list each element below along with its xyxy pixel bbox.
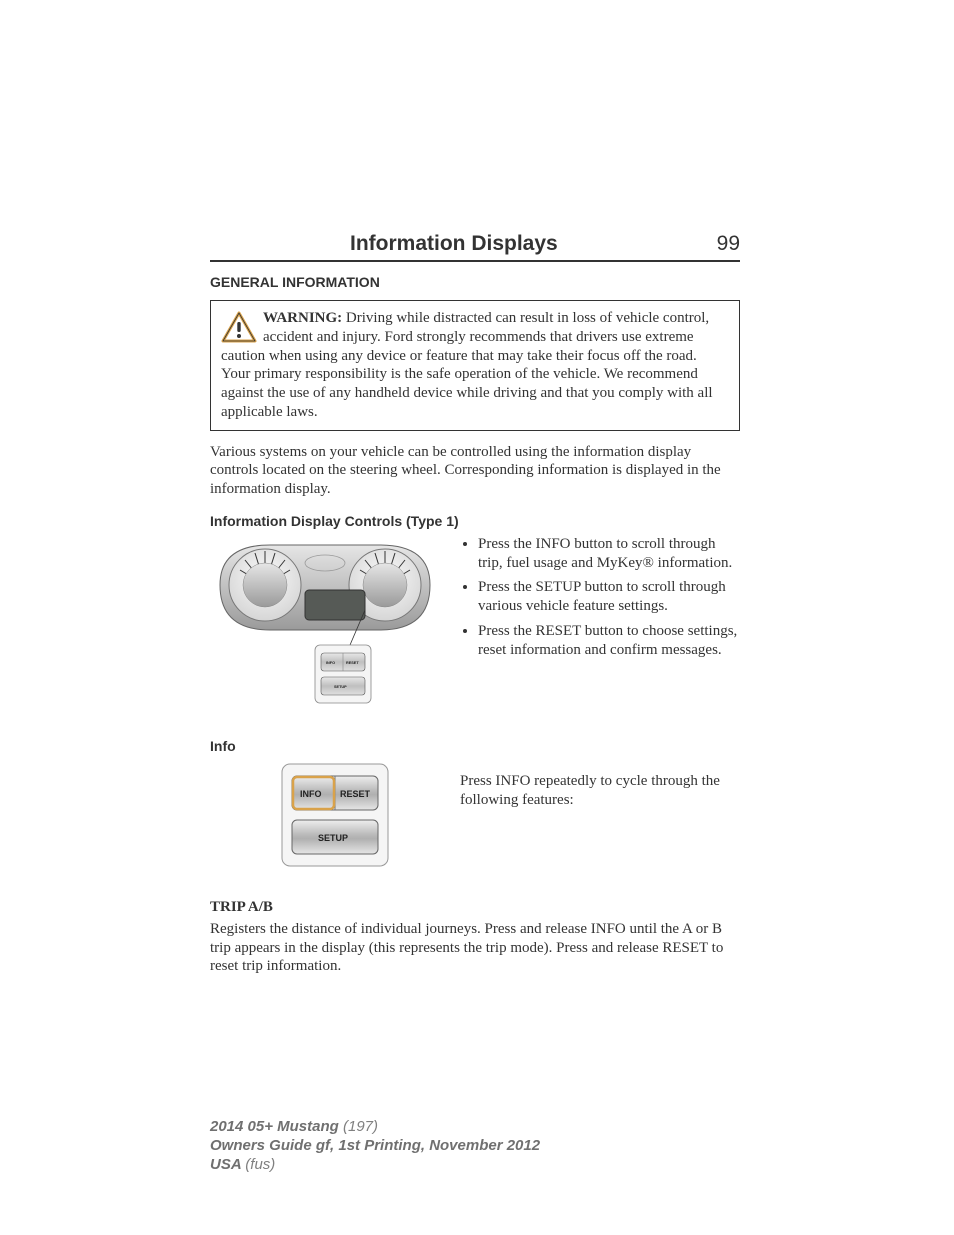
footer-model-code: (197) (343, 1118, 378, 1135)
cluster-setup-label: SETUP (334, 685, 347, 689)
page-header: Information Displays 99 (210, 232, 740, 262)
footer-guide: Owners Guide gf, 1st Printing, November … (210, 1137, 740, 1156)
controls-heading: Information Display Controls (Type 1) (210, 513, 740, 529)
info-button-setup-label: SETUP (318, 833, 348, 843)
trip-text: Registers the distance of individual jou… (210, 920, 740, 976)
warning-label: WARNING: (263, 310, 342, 326)
cluster-reset-label: RESET (346, 661, 359, 665)
footer-region-code: (fus) (245, 1156, 275, 1173)
cluster-info-label: INFO (326, 661, 335, 665)
info-button-reset-label: RESET (340, 789, 371, 799)
cluster-figure: INFO RESET SETUP (210, 535, 440, 720)
page-footer: 2014 05+ Mustang (197) Owners Guide gf, … (210, 1118, 740, 1174)
trip-heading: TRIP A/B (210, 899, 740, 916)
chapter-title: Information Displays (350, 232, 558, 256)
info-button-info-label: INFO (300, 789, 322, 799)
intro-paragraph: Various systems on your vehicle can be c… (210, 443, 740, 499)
footer-region: USA (210, 1156, 245, 1173)
warning-icon (221, 311, 257, 343)
controls-bullet: Press the RESET button to choose setting… (478, 622, 740, 660)
controls-bullet: Press the SETUP button to scroll through… (478, 578, 740, 616)
info-button-figure: INFO RESET SETUP (210, 760, 440, 875)
warning-text: Driving while distracted can result in l… (221, 310, 713, 420)
section-heading-general: GENERAL INFORMATION (210, 274, 740, 290)
footer-model: 2014 05+ Mustang (210, 1118, 343, 1135)
info-section: INFO RESET SETUP Press INFO repeatedly t… (210, 760, 740, 875)
controls-bullet: Press the INFO button to scroll through … (478, 535, 740, 573)
controls-bullet-list: Press the INFO button to scroll through … (460, 535, 740, 660)
warning-box: WARNING: Driving while distracted can re… (210, 300, 740, 431)
info-text: Press INFO repeatedly to cycle through t… (460, 760, 740, 875)
info-heading: Info (210, 738, 740, 754)
page-number: 99 (717, 232, 740, 256)
controls-section: INFO RESET SETUP Press the INFO button t… (210, 535, 740, 720)
